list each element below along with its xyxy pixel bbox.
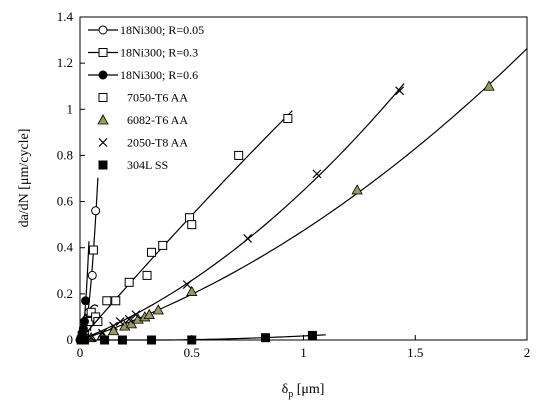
data-point <box>395 86 405 96</box>
data-point <box>109 321 118 331</box>
data-point <box>81 296 91 306</box>
legend-label: 304L SS <box>127 158 168 172</box>
legend-item-304l-ss: 304L SS <box>98 158 168 172</box>
legend-item-18ni300-r-0-3: 18Ni300; R=0.3 <box>88 46 198 60</box>
data-point <box>152 304 164 315</box>
y-axis-label: da/dN [μm/cycle] <box>17 129 32 228</box>
data-point <box>312 169 322 179</box>
y-tick-label: 1.4 <box>57 9 74 24</box>
data-point <box>147 247 157 257</box>
data-point <box>234 150 244 160</box>
legend-label: 18Ni300; R=0.3 <box>120 46 198 60</box>
series-18ni300-r-0-6 <box>75 241 91 345</box>
x-tick-label: 1 <box>300 345 307 360</box>
legend-marker <box>98 138 108 147</box>
data-point <box>91 206 101 216</box>
data-point <box>115 317 125 326</box>
data-point <box>483 80 495 91</box>
data-point <box>79 317 89 327</box>
data-point <box>124 277 134 287</box>
y-tick-label: 0.8 <box>57 147 73 162</box>
y-tick-label: 1 <box>67 101 74 116</box>
legend-item-2050-t8-aa: 2050-T8 AA <box>98 136 188 150</box>
legend-marker <box>98 93 108 102</box>
x-axis-label-sub: p <box>288 389 293 400</box>
legend-label: 7050-T6 AA <box>127 91 188 105</box>
data-point <box>186 285 198 296</box>
data-point <box>283 114 293 124</box>
legend-marker <box>98 70 108 80</box>
data-point <box>111 296 121 306</box>
data-point <box>147 335 157 345</box>
legend-marker <box>98 48 108 57</box>
legend-marker <box>98 160 108 170</box>
x-tick-label: 0.5 <box>184 345 200 360</box>
data-point <box>351 184 363 195</box>
legend-item-6082-t6-aa: 6082-T6 AA <box>97 113 188 127</box>
data-point <box>93 317 103 327</box>
data-point <box>158 240 168 250</box>
x-axis-label-unit: [μm] <box>293 382 324 397</box>
y-tick-label: 0.2 <box>57 286 73 301</box>
data-point <box>100 335 110 345</box>
legend-item-18ni300-r-0-6: 18Ni300; R=0.6 <box>88 68 198 82</box>
data-point <box>307 330 317 340</box>
series-7050-t6-aa <box>79 110 293 341</box>
legend-label: 18Ni300; R=0.6 <box>120 68 198 82</box>
data-point <box>142 270 152 280</box>
legend-label: 6082-T6 AA <box>127 113 188 127</box>
data-point <box>107 324 120 336</box>
legend-label: 18Ni300; R=0.05 <box>120 23 204 37</box>
data-point <box>143 308 155 320</box>
data-point <box>88 245 98 255</box>
x-tick-label: 1.5 <box>407 345 423 360</box>
trend-line <box>79 83 405 341</box>
data-point <box>124 314 134 324</box>
legend-marker <box>98 25 108 35</box>
y-tick-label: 0.4 <box>57 240 74 255</box>
x-axis-label-main: δ <box>282 382 289 397</box>
plot-frame <box>79 16 528 341</box>
data-point <box>131 310 141 320</box>
series-6082-t6-aa <box>79 48 528 343</box>
y-tick-label: 0 <box>67 332 74 347</box>
data-point <box>102 296 112 306</box>
data-point <box>243 234 253 243</box>
data-point <box>261 333 271 343</box>
data-point <box>117 335 127 345</box>
ticks-layer: 0 0.5 1 1.5 2 0 0.2 0.4 0.6 0.8 1 1.2 1.4 <box>57 9 531 360</box>
legend-item-7050-t6-aa: 7050-T6 AA <box>98 91 188 105</box>
legend-label: 2050-T8 AA <box>127 136 188 150</box>
y-tick-label: 0.6 <box>57 194 74 209</box>
legend-item-18ni300-r-0-05: 18Ni300; R=0.05 <box>88 23 204 37</box>
y-tick-label: 1.2 <box>57 55 73 70</box>
legend-marker <box>97 114 109 125</box>
legend: 18Ni300; R=0.05 18Ni300; R=0.3 18Ni300; R=… <box>88 23 204 172</box>
data-point <box>187 220 197 230</box>
data-point <box>182 280 192 290</box>
x-axis-label: δp [μm] <box>282 382 325 400</box>
trend-line <box>80 334 326 341</box>
x-tick-label: 2 <box>524 345 531 360</box>
x-tick-label: 0 <box>77 345 84 360</box>
series-layer <box>75 48 528 345</box>
data-point <box>87 270 97 280</box>
